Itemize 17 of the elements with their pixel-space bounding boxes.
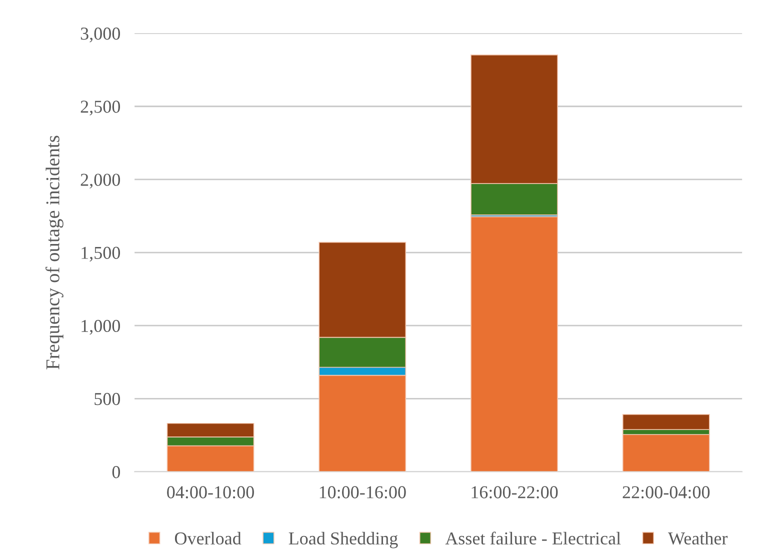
y-tick-label: 1,000	[82, 320, 120, 335]
x-tick-label: 04:00-10:00	[167, 486, 254, 498]
y-axis-title: Frequency of outage incidents	[46, 136, 64, 370]
y-tick-label: 500	[94, 392, 120, 406]
y-tick-label: 0	[112, 466, 120, 478]
legend-label: Weather	[668, 532, 728, 545]
legend-label: Load Shedding	[288, 532, 398, 548]
x-tick-label: 22:00-04:00	[622, 486, 710, 498]
legend-label: Asset failure - Electrical	[445, 532, 621, 545]
y-tick-label: 2,500	[80, 100, 120, 116]
x-tick-label: 16:00-22:00	[472, 486, 558, 498]
y-tick-label: 3,000	[80, 28, 120, 42]
x-tick-label: 10:00-16:00	[320, 486, 406, 498]
y-tick-label: 1,500	[82, 246, 120, 262]
bar	[622, 434, 710, 472]
y-tick-label: 2,000	[80, 174, 120, 188]
legend-label: Overload	[174, 532, 242, 545]
